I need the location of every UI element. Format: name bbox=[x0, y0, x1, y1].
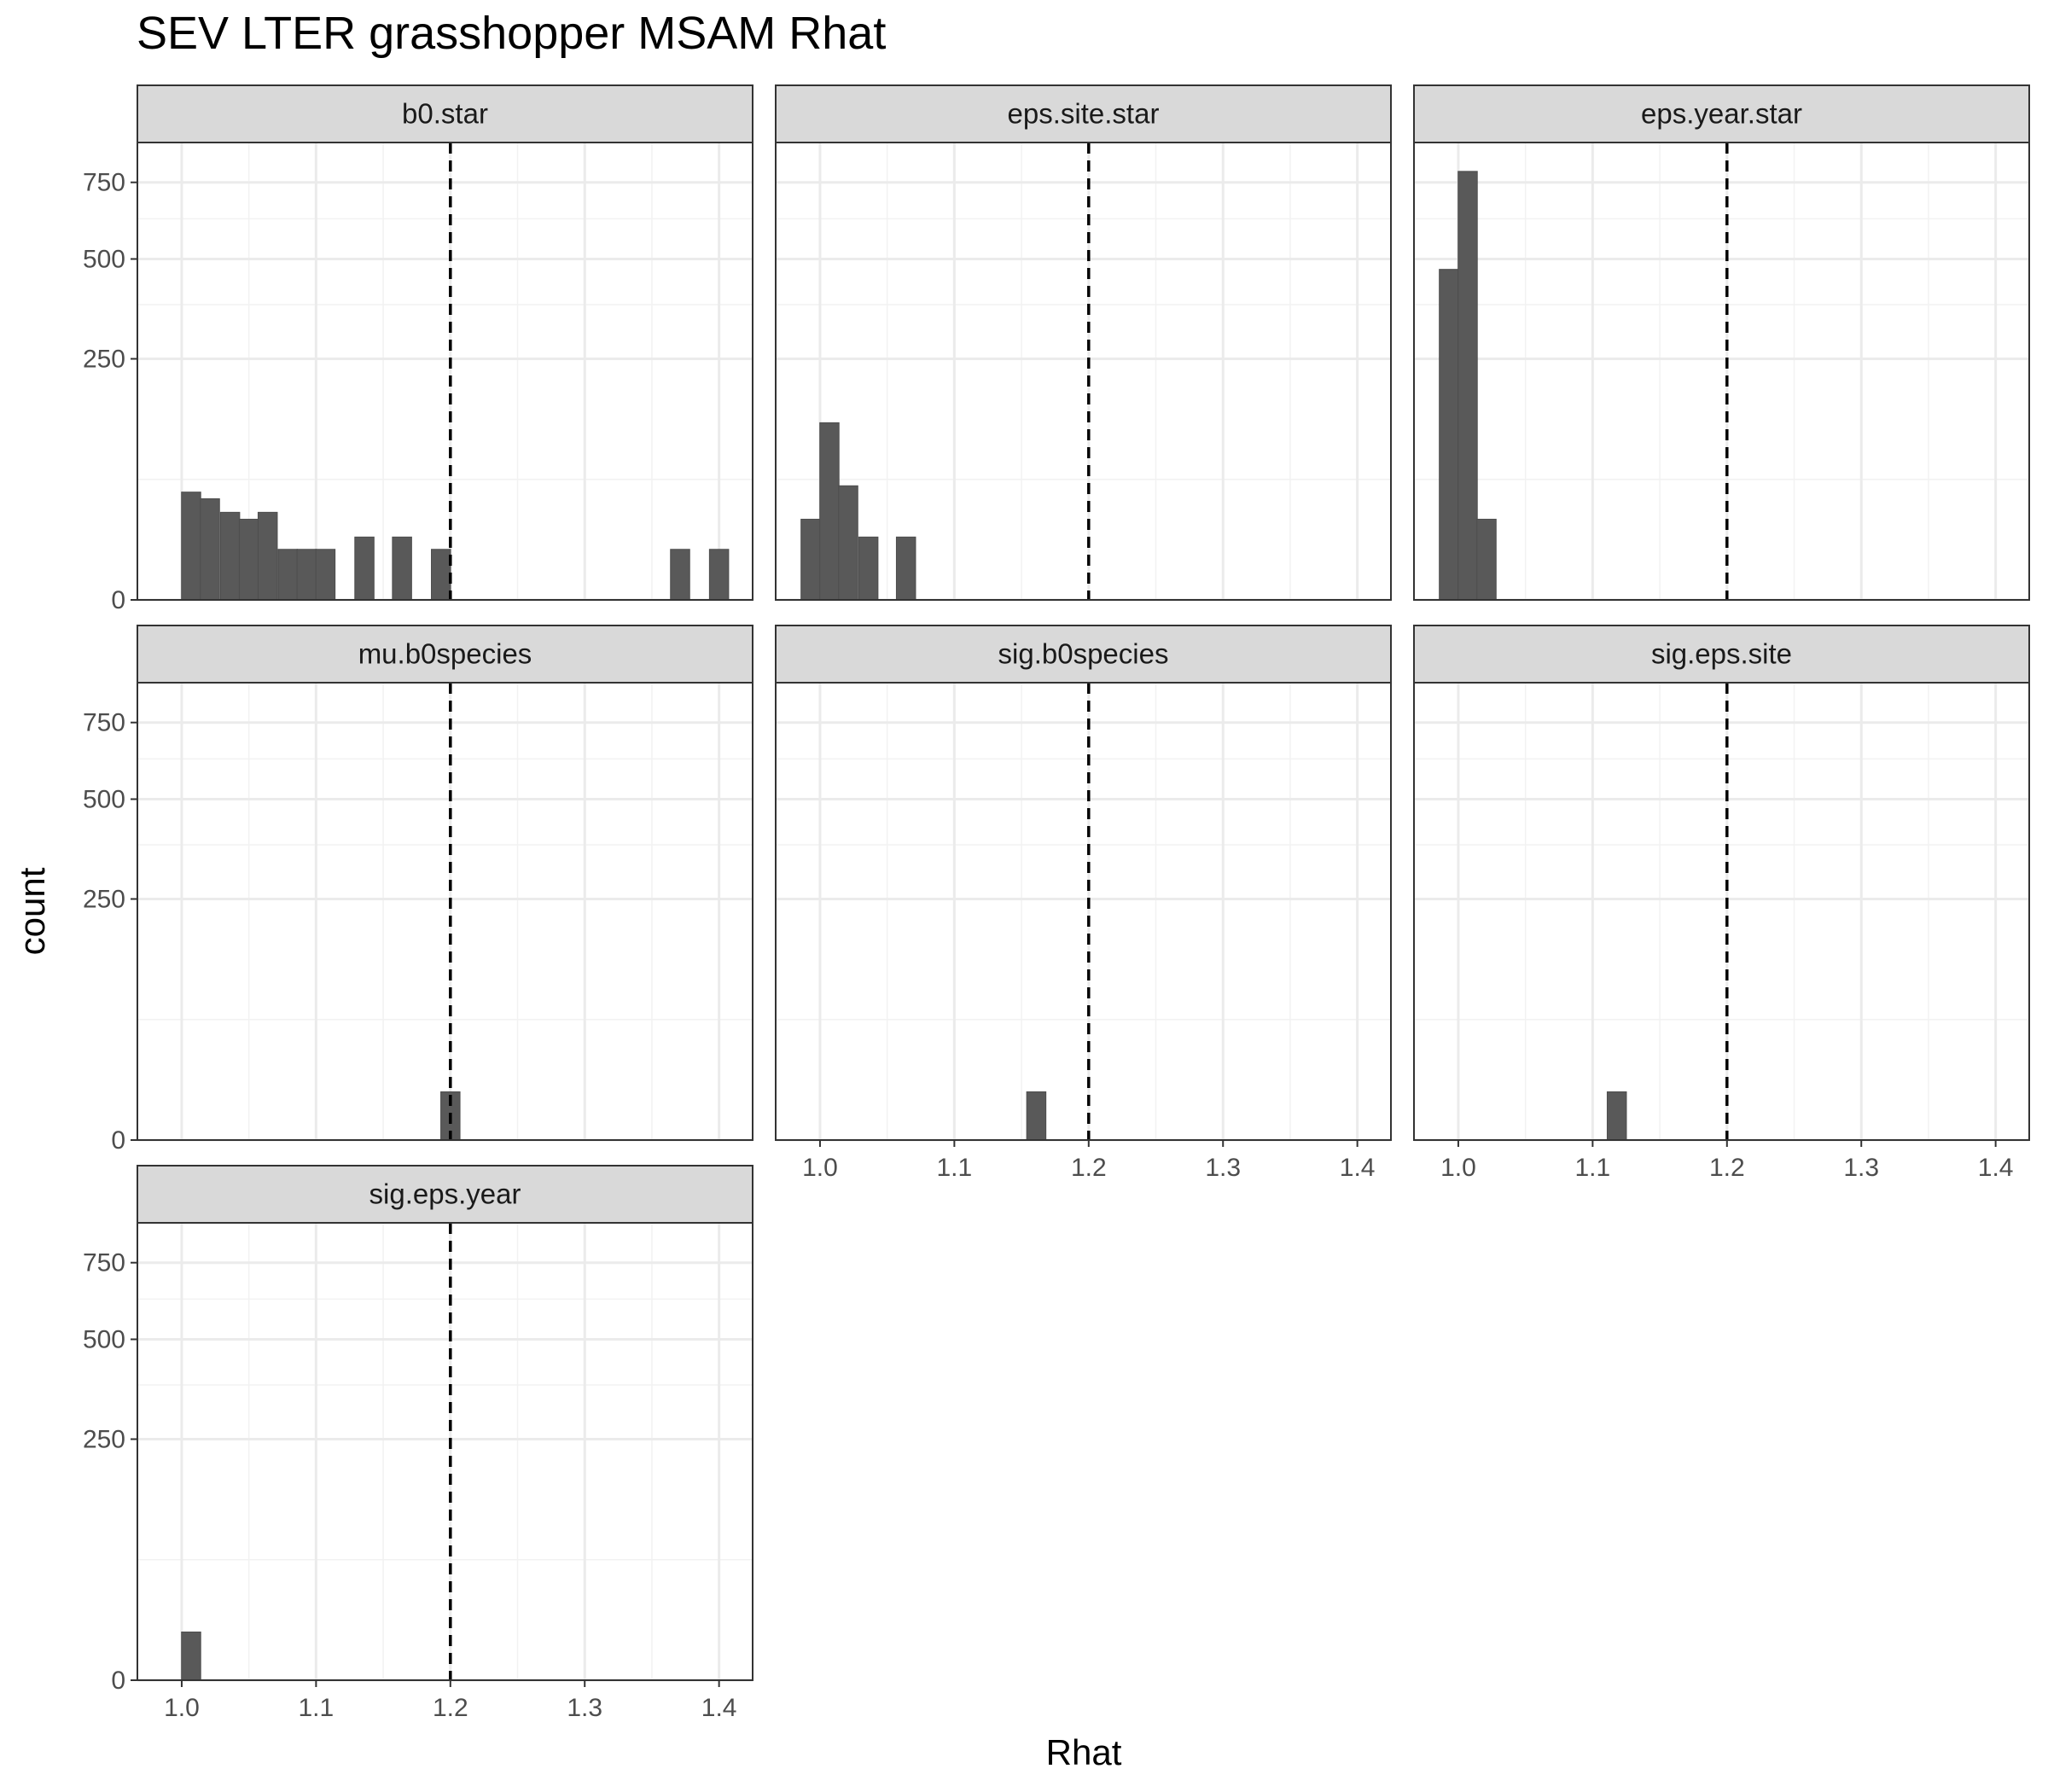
histogram-bar bbox=[1606, 1091, 1627, 1141]
histogram-bar bbox=[670, 549, 690, 601]
histogram-bar bbox=[1476, 518, 1497, 601]
panel-border bbox=[1413, 142, 2030, 601]
x-axis-title: Rhat bbox=[1046, 1732, 1122, 1772]
facet-strip bbox=[775, 625, 1392, 684]
histogram-bar bbox=[392, 536, 412, 601]
x-tick-label: 1.3 bbox=[567, 1694, 602, 1722]
x-tick-label: 1.3 bbox=[1205, 1154, 1241, 1182]
facet-strip bbox=[137, 84, 753, 143]
y-tick-label: 0 bbox=[111, 1126, 125, 1155]
facet-strip-label: sig.eps.year bbox=[369, 1178, 521, 1210]
panel-background bbox=[776, 143, 1391, 600]
panel-background bbox=[776, 683, 1391, 1140]
x-tick-label: 1.2 bbox=[1709, 1154, 1745, 1182]
histogram-bar bbox=[354, 536, 375, 601]
histogram-bar bbox=[296, 549, 317, 601]
x-tick-label: 1.4 bbox=[1978, 1154, 2014, 1182]
panel-border bbox=[1413, 682, 2030, 1141]
panel-border bbox=[775, 142, 1392, 601]
panel-border bbox=[137, 142, 753, 601]
y-tick-label: 500 bbox=[83, 785, 125, 813]
facet-strip bbox=[1413, 84, 2030, 143]
x-tick-label: 1.0 bbox=[1440, 1154, 1476, 1182]
panel-border bbox=[137, 682, 753, 1141]
facet-strip-label: b0.star bbox=[402, 98, 488, 130]
x-tick-label: 1.2 bbox=[433, 1694, 468, 1722]
histogram-bar bbox=[431, 549, 451, 601]
chart-title: SEV LTER grasshopper MSAM Rhat bbox=[137, 8, 887, 59]
x-tick-label: 1.1 bbox=[1575, 1154, 1611, 1182]
y-tick-label: 0 bbox=[111, 1667, 125, 1695]
histogram-bar bbox=[181, 1632, 201, 1681]
histogram-bar bbox=[181, 492, 201, 601]
x-tick-label: 1.4 bbox=[701, 1694, 737, 1722]
panel-border bbox=[775, 682, 1392, 1141]
y-tick-label: 750 bbox=[83, 1249, 125, 1277]
x-tick-label: 1.1 bbox=[937, 1154, 973, 1182]
facet-strip-label: eps.site.star bbox=[1008, 98, 1160, 130]
y-tick-label: 500 bbox=[83, 1325, 125, 1353]
histogram-bar bbox=[257, 511, 278, 601]
histogram-bar bbox=[819, 422, 840, 601]
histogram-bar bbox=[895, 536, 916, 601]
y-tick-label: 250 bbox=[83, 346, 125, 374]
y-tick-label: 250 bbox=[83, 1426, 125, 1454]
histogram-bar bbox=[200, 497, 220, 601]
y-tick-label: 500 bbox=[83, 245, 125, 273]
x-tick-label: 1.0 bbox=[164, 1694, 200, 1722]
panel-background bbox=[137, 683, 753, 1140]
facet-strip bbox=[137, 1165, 753, 1224]
histogram-bar bbox=[800, 518, 821, 601]
histogram-bar bbox=[838, 485, 858, 601]
x-tick-label: 1.1 bbox=[299, 1694, 335, 1722]
x-tick-label: 1.3 bbox=[1843, 1154, 1879, 1182]
facet-strip-label: sig.eps.site bbox=[1651, 638, 1792, 670]
panel-border bbox=[137, 1222, 753, 1681]
y-tick-label: 750 bbox=[83, 169, 125, 197]
histogram-bar bbox=[1457, 171, 1478, 601]
facet-strip bbox=[137, 625, 753, 684]
y-tick-label: 0 bbox=[111, 586, 125, 614]
y-tick-label: 750 bbox=[83, 709, 125, 737]
facet-strip-label: mu.b0species bbox=[358, 638, 532, 670]
x-tick-label: 1.2 bbox=[1071, 1154, 1107, 1182]
y-axis-title: count bbox=[12, 867, 52, 955]
facet-strip-label: sig.b0species bbox=[998, 638, 1169, 670]
histogram-bar bbox=[858, 536, 879, 601]
histogram-bar bbox=[315, 549, 336, 601]
panel-background bbox=[1414, 143, 2029, 600]
histogram-bar bbox=[277, 549, 299, 601]
histogram-bar bbox=[1026, 1091, 1047, 1141]
x-tick-label: 1.0 bbox=[802, 1154, 838, 1182]
histogram-bar bbox=[708, 549, 730, 601]
panel-background bbox=[137, 1223, 753, 1680]
y-tick-label: 250 bbox=[83, 886, 125, 914]
panel-background bbox=[1414, 683, 2029, 1140]
histogram-bar bbox=[238, 518, 259, 601]
histogram-bar bbox=[219, 511, 241, 601]
x-tick-label: 1.4 bbox=[1340, 1154, 1376, 1182]
facet-strip-label: eps.year.star bbox=[1641, 98, 1802, 130]
histogram-bar bbox=[1439, 269, 1459, 601]
